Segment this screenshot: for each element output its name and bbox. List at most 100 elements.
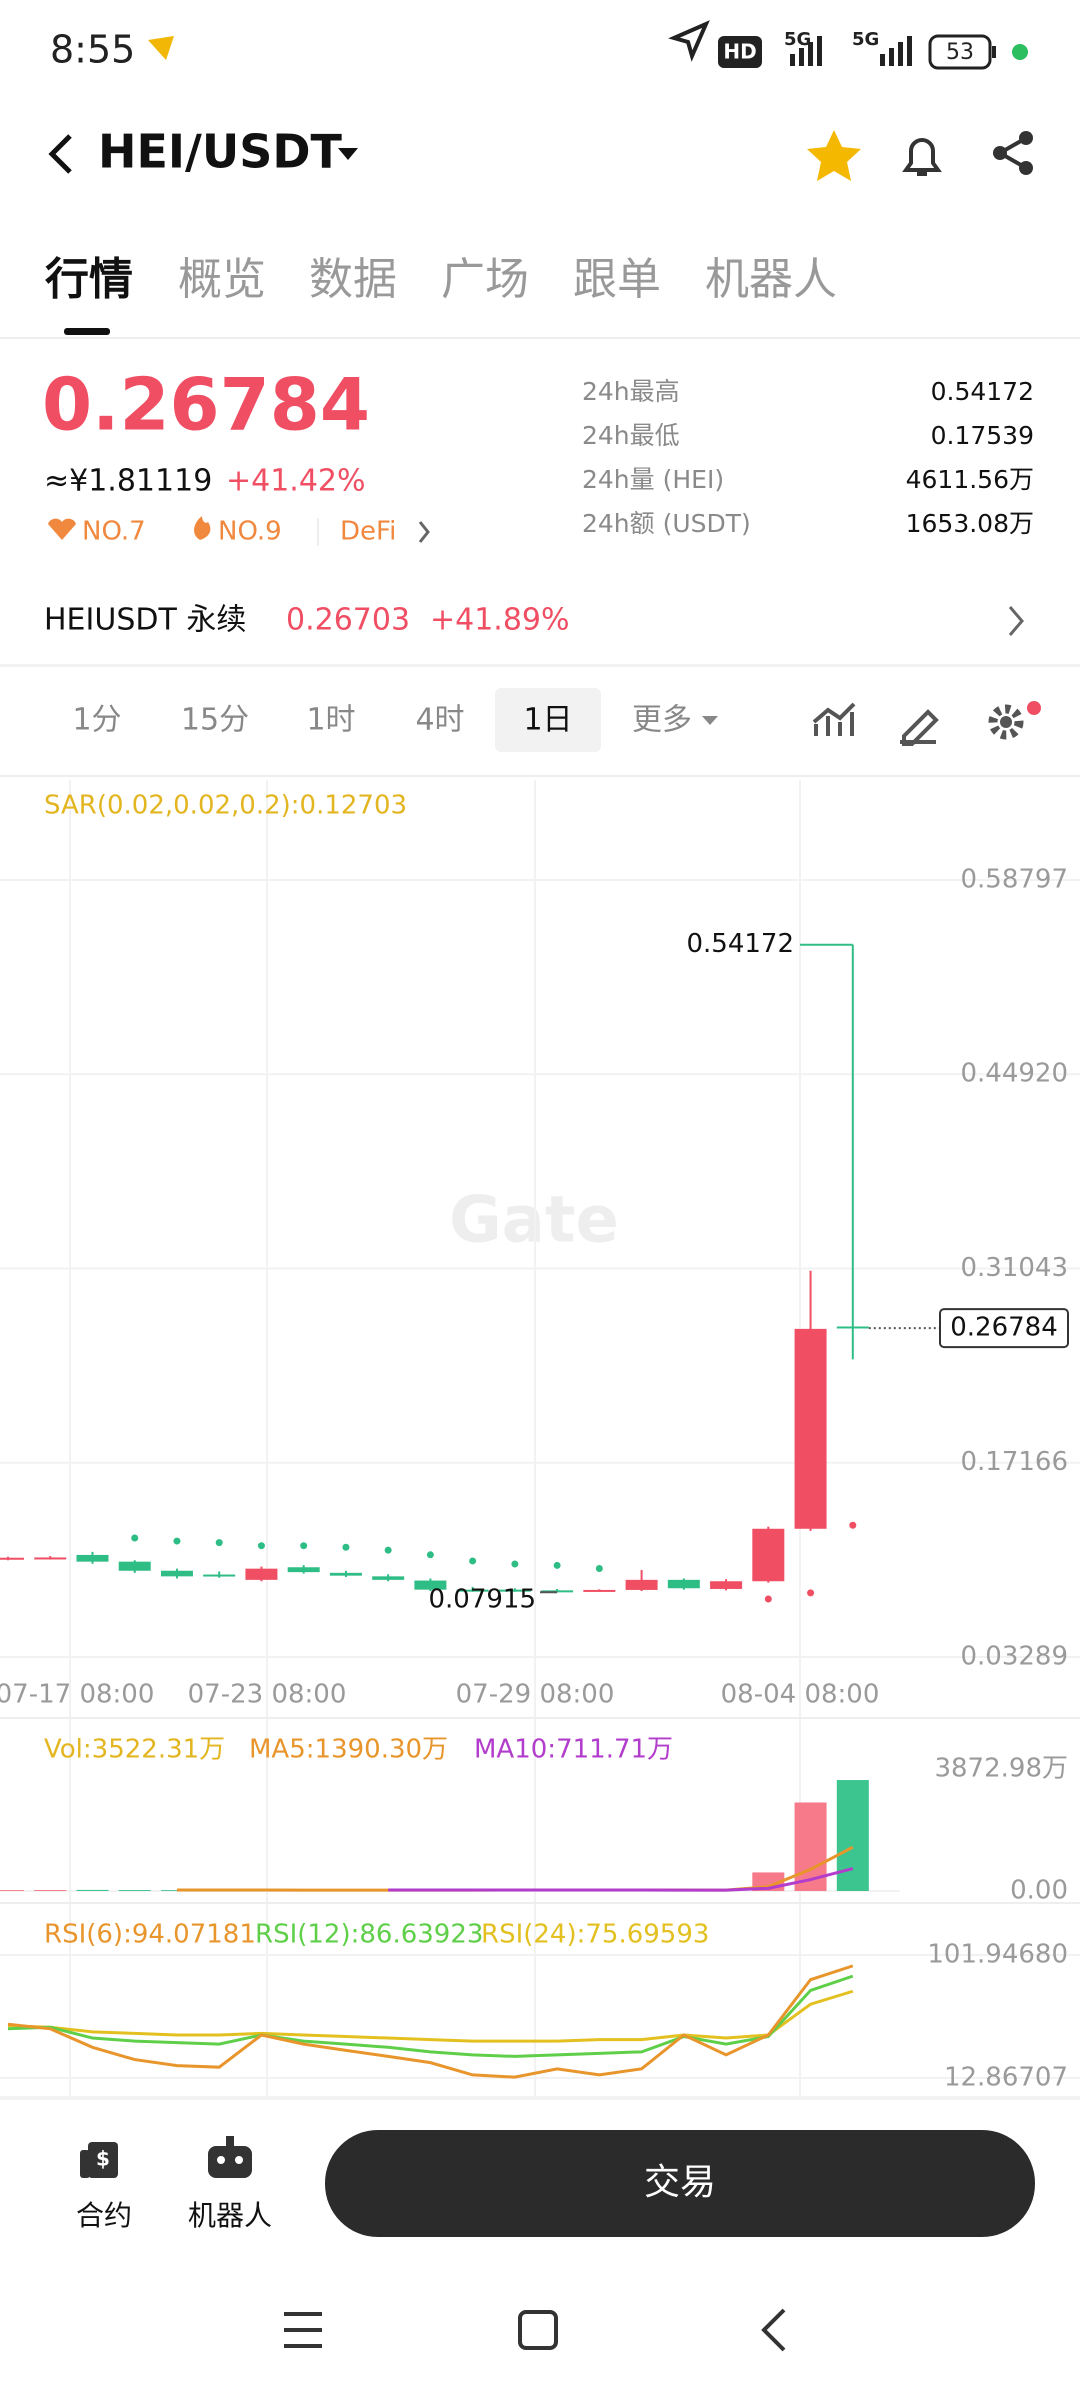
volume-bar — [160, 1890, 193, 1891]
volume-chart: 3872.98万 0.00 — [0, 1754, 1068, 1906]
sar-dot — [342, 1543, 350, 1551]
share-button[interactable] — [993, 131, 1033, 175]
alert-bell[interactable] — [902, 138, 942, 176]
pair-title[interactable]: HEI/USDT — [98, 125, 343, 179]
y-tick-label: 0.03289 — [960, 1641, 1068, 1671]
nav-back[interactable] — [761, 2308, 786, 2352]
interval[interactable]: 1日 — [523, 703, 572, 738]
y-tick-label: 101.94680 — [927, 1940, 1068, 1970]
candle-body — [34, 1557, 67, 1560]
rsi12-line — [7, 1974, 854, 2058]
tab[interactable]: 机器人 — [705, 254, 837, 305]
y-tick-label: 0.17166 — [960, 1447, 1068, 1477]
tab-bar: 行情 概览 数据 广场 跟单 机器人 — [45, 254, 837, 305]
tab-indicator — [64, 328, 110, 335]
tag[interactable]: DeFi — [340, 517, 396, 547]
sar-dot — [595, 1565, 603, 1573]
cny-price: ≈¥1.81119 — [44, 464, 212, 499]
tab[interactable]: 概览 — [178, 254, 266, 305]
stat-label: 24h量 (HEI) — [582, 465, 724, 494]
interval[interactable]: 更多 — [632, 703, 692, 738]
more-caret[interactable] — [702, 716, 718, 725]
volume-bar — [0, 1890, 24, 1891]
back-button[interactable] — [48, 134, 72, 174]
settings-icon[interactable] — [988, 704, 1024, 740]
tab[interactable]: 广场 — [441, 254, 529, 305]
perp-name[interactable]: HEIUSDT 永续 — [44, 603, 246, 638]
tab[interactable]: 数据 — [309, 254, 397, 305]
interval[interactable]: 1分 — [72, 703, 121, 738]
draw-icon[interactable] — [900, 709, 939, 746]
sar-dot — [215, 1539, 223, 1547]
stat-label: 24h最高 — [582, 377, 680, 406]
candle-body — [245, 1568, 278, 1580]
tag[interactable]: NO.7 — [82, 517, 146, 547]
candle-body — [456, 1589, 489, 1592]
volume-bar — [836, 1780, 869, 1891]
stat-value: 0.17539 — [931, 421, 1034, 450]
network-label: 5G — [852, 29, 879, 50]
interval[interactable]: 4时 — [415, 703, 464, 738]
hd-icon: HD — [723, 40, 756, 64]
chevron — [418, 521, 430, 543]
kline-chart: 07-17 08:00 07-23 08:00 07-29 08:00 08-04 0… — [0, 780, 1080, 2096]
last-price: 0.26784 — [42, 363, 370, 447]
tab[interactable]: 行情 — [45, 254, 133, 305]
robot-icon[interactable] — [208, 2136, 252, 2178]
contract-icon[interactable]: $ — [80, 2142, 118, 2178]
status-time: 8:55 — [50, 28, 135, 72]
candle-body — [372, 1576, 405, 1580]
candle-body — [203, 1574, 236, 1577]
rsi24-label: RSI(24):75.69593 — [481, 1920, 709, 1950]
rsi24-line — [7, 1989, 854, 2043]
rank-icon — [48, 518, 76, 540]
sar-dot — [384, 1546, 392, 1554]
indicator-icon[interactable] — [812, 702, 856, 736]
y-tick-label: 0.00 — [1010, 1876, 1068, 1906]
candle-body — [0, 1557, 24, 1560]
ma10-line — [388, 1867, 854, 1892]
interval-bar: 1分 15分 1时 4时 1日 更多 — [72, 703, 692, 738]
nav-menu[interactable] — [284, 2312, 322, 2348]
svg-text:$: $ — [96, 2147, 110, 2171]
sar-dot — [553, 1561, 561, 1569]
network-label: 5G — [784, 29, 811, 50]
rsi-chart: 101.94680 12.86707 — [0, 1940, 1080, 2093]
divider — [0, 2096, 1080, 2100]
robot-button[interactable]: 机器人 — [188, 2199, 272, 2232]
stat-label: 24h额 (USDT) — [582, 509, 751, 538]
ma5-label: MA5:1390.30万 — [249, 1735, 448, 1765]
price-change: +41.42% — [226, 464, 366, 499]
pair-dropdown[interactable] — [338, 148, 358, 160]
stat-value: 0.54172 — [931, 377, 1034, 406]
divider — [0, 664, 1080, 667]
sar-dot — [173, 1537, 181, 1545]
tab[interactable]: 跟单 — [573, 254, 661, 305]
sar-dot — [257, 1542, 265, 1550]
nav-home[interactable] — [518, 2310, 558, 2350]
chevron[interactable] — [1008, 606, 1024, 636]
last-price-box — [939, 1308, 1069, 1349]
trade-button-bg[interactable] — [325, 2130, 1035, 2237]
x-tick-label: 07-17 08:00 — [0, 1680, 154, 1710]
candle-body — [160, 1570, 193, 1577]
contract-button[interactable]: 合约 — [76, 2199, 132, 2232]
high-label: 0.54172 — [686, 929, 794, 959]
candle-body — [710, 1581, 743, 1589]
sar-dot — [426, 1551, 434, 1559]
tag[interactable]: NO.9 — [218, 517, 282, 547]
sar-dot — [469, 1557, 477, 1565]
settings-icon-core — [1000, 716, 1012, 728]
trade-button[interactable]: 交易 — [644, 2162, 716, 2203]
rsi12-label: RSI(12):86.63923 — [255, 1920, 483, 1950]
candle-body — [329, 1572, 362, 1576]
interval[interactable]: 15分 — [181, 703, 249, 738]
interval[interactable]: 1时 — [306, 703, 355, 738]
favorite-star[interactable] — [807, 130, 861, 181]
stat-value: 1653.08万 — [906, 509, 1034, 538]
perp-price: 0.26703 — [286, 603, 410, 638]
last-price-label: 0.26784 — [950, 1313, 1058, 1343]
volume-bar — [34, 1890, 67, 1891]
